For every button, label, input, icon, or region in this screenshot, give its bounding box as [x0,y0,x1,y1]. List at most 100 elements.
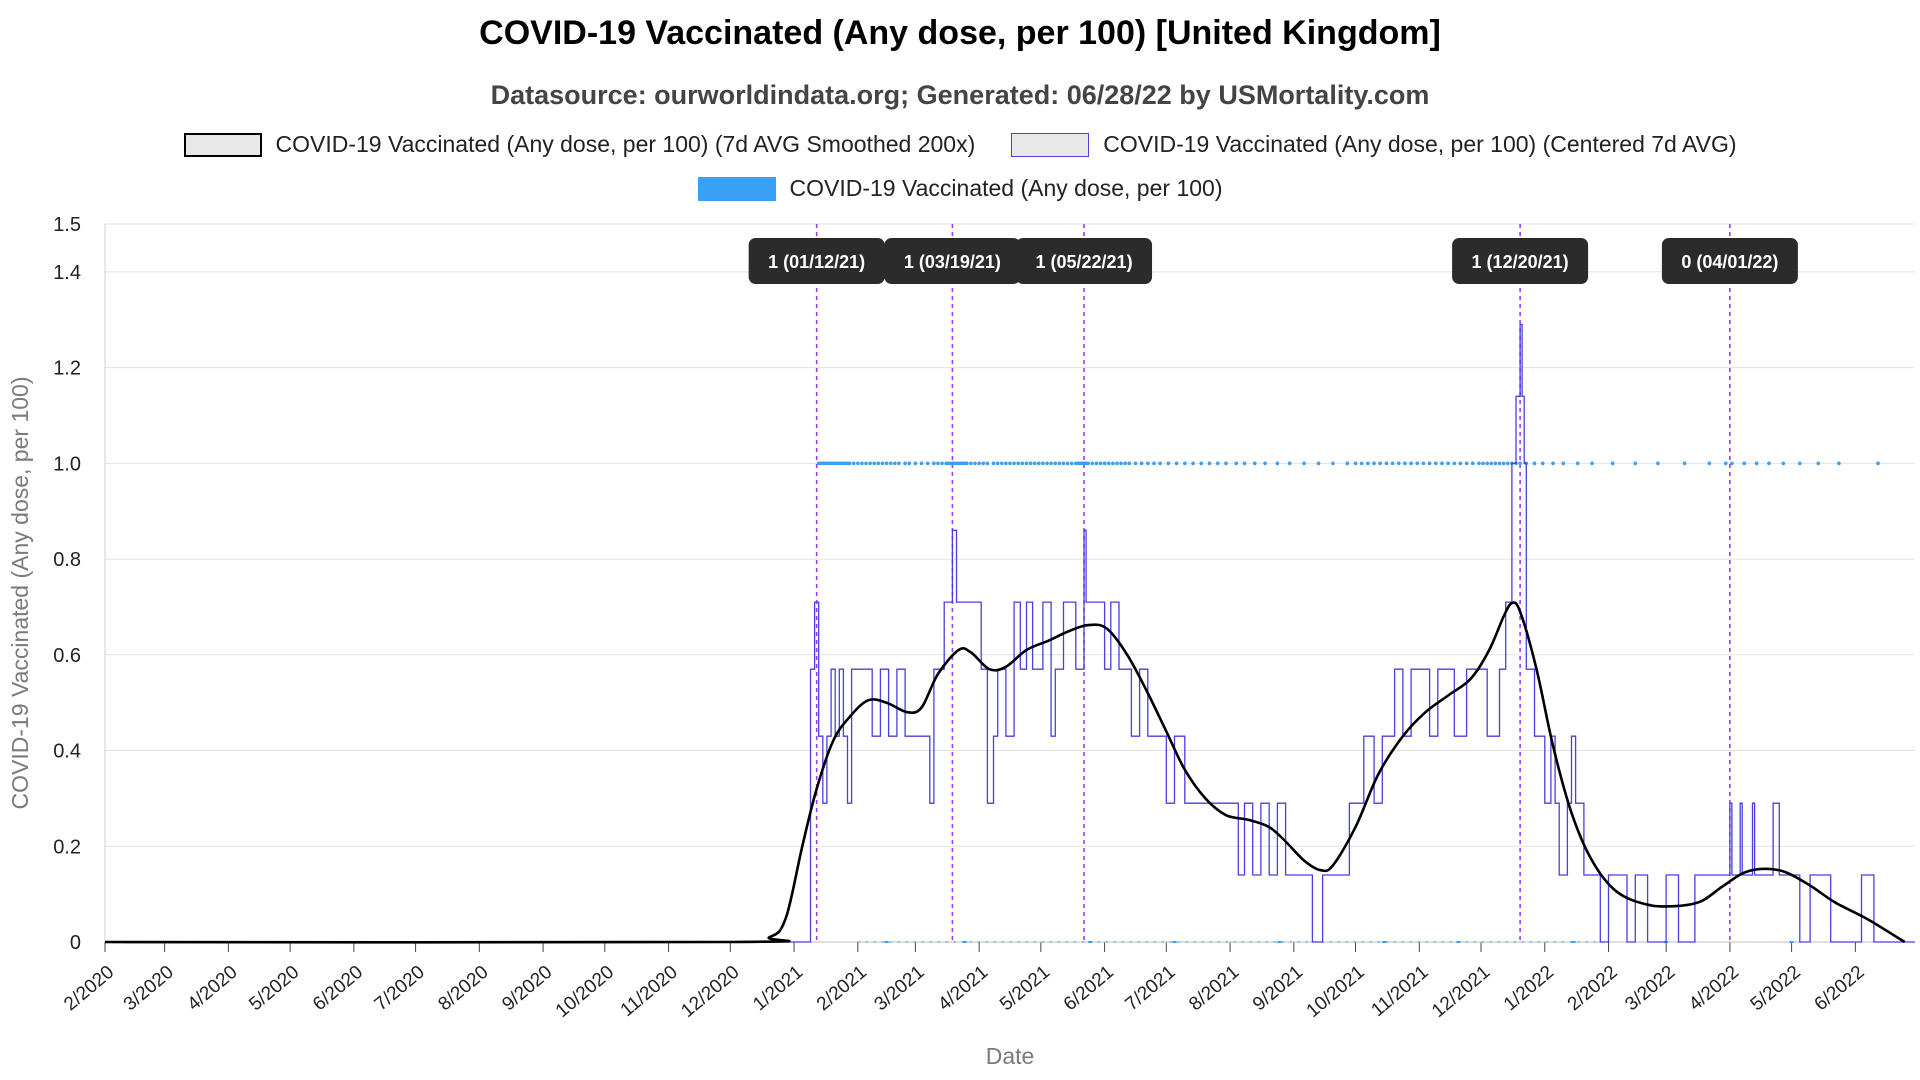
raw-data-point [991,461,996,466]
raw-data-point [1781,461,1786,466]
raw-data-point [932,461,936,466]
raw-data-point [973,461,977,466]
raw-data-point [851,461,856,466]
annotation-box [884,238,1021,284]
raw-data-point [1353,461,1358,466]
raw-data-point [1837,461,1841,466]
chart-subtitle: Datasource: ourworldindata.org; Generate… [490,80,1430,110]
x-tick-label: 9/2020 [498,962,556,1015]
annotation-box [1661,238,1798,284]
raw-data-point [1730,461,1734,466]
x-tick-label: 12/2021 [1428,962,1494,1022]
x-tick-label: 7/2020 [371,962,429,1015]
x-tick-label: 2/2022 [1564,962,1622,1015]
raw-data-point [1610,461,1615,466]
raw-data-point [1816,461,1821,466]
legend-item-raw[interactable]: COVID-19 Vaccinated (Any dose, per 100) [697,175,1222,202]
x-tick-label: 5/2022 [1747,962,1805,1015]
legend-item-smoothed[interactable]: COVID-19 Vaccinated (Any dose, per 100) … [183,131,975,158]
raw-data-point [1440,461,1444,466]
raw-data-point [999,461,1004,466]
raw-data-point [1481,461,1485,466]
annotation-box [1452,238,1589,284]
x-tick-label: 4/2020 [184,962,242,1015]
raw-data-point [1372,461,1376,466]
x-tick-label: 5/2021 [996,962,1054,1015]
raw-data-point [1111,461,1115,466]
raw-data-point [1754,461,1759,466]
raw-data-point [1199,461,1204,466]
raw-data-point [1876,461,1880,466]
raw-data-point [1090,461,1095,466]
raw-data-point [1146,461,1150,466]
x-tick-label: 10/2021 [1303,962,1369,1022]
raw-data-point [1139,461,1144,466]
raw-data-point [1489,461,1494,466]
raw-data-point [1123,461,1127,466]
raw-data-point [1633,461,1638,466]
raw-data-point [1384,461,1389,466]
raw-data-point [1069,461,1074,466]
raw-data-point [1551,461,1555,466]
x-tick-label: 12/2020 [677,962,743,1022]
legend-swatch-centered [1011,132,1090,157]
raw-data-point [1252,461,1257,466]
x-tick-label: 6/2022 [1811,962,1869,1015]
raw-data-point [1501,461,1506,466]
raw-data-point [936,461,940,466]
raw-data-point [1028,461,1033,466]
raw-data-point [1532,461,1537,466]
raw-data-point [1396,461,1401,466]
y-tick-label: 1.2 [53,358,81,380]
raw-data-point [940,461,944,466]
raw-data-point [903,461,907,466]
raw-data-point [1012,461,1016,466]
legend-row-1: COVID-19 Vaccinated (Any dose, per 100) … [0,131,1920,158]
raw-data-point [1505,461,1510,466]
x-tick-label: 5/2020 [245,962,303,1015]
x-tick-label: 2/2021 [813,962,871,1015]
y-tick-label: 0.6 [53,645,81,667]
raw-data-point [1152,461,1156,466]
legend-label-centered: COVID-19 Vaccinated (Any dose, per 100) … [1103,131,1737,157]
raw-data-point [919,461,924,466]
x-tick-label: 6/2021 [1060,962,1118,1015]
raw-data-point [1016,461,1021,466]
legend-item-centered[interactable]: COVID-19 Vaccinated (Any dose, per 100) … [1011,131,1737,158]
raw-data-point [1409,461,1413,466]
raw-data-point [1464,461,1469,466]
x-tick-label: 10/2020 [552,962,618,1022]
x-tick-label: 1/2021 [749,962,807,1015]
x-tick-label: 7/2021 [1122,962,1180,1015]
annotation-label: 1 (05/22/21) [1036,252,1133,272]
y-axis-title: COVID-19 Vaccinated (Any dose, per 100) [7,377,33,810]
raw-data-point [1421,461,1426,466]
x-tick-label: 3/2022 [1621,962,1679,1015]
annotation-box [1016,238,1153,284]
raw-data-point [981,461,986,466]
annotation-label: 0 (04/01/22) [1681,252,1778,272]
raw-data-point [1742,461,1747,466]
raw-data-point [1086,461,1090,466]
raw-data-point [893,461,897,466]
raw-data-point [1452,461,1457,466]
raw-data-point [1061,461,1066,466]
y-tick-label: 0.4 [53,741,81,763]
x-tick-label: 3/2020 [120,962,178,1015]
raw-data-point [1065,461,1070,466]
raw-data-point [1215,461,1220,466]
legend-swatch-smoothed [183,132,262,157]
y-tick-label: 1.0 [53,453,81,475]
raw-data-point [868,461,872,466]
raw-data-point [855,461,860,466]
raw-data-point [1316,461,1321,466]
raw-data-point [1032,461,1037,466]
x-tick-label: 11/2021 [1367,962,1432,1021]
raw-data-point [1053,461,1058,466]
raw-data-point [1798,461,1802,466]
raw-data-point [1127,461,1132,466]
annotation-label: 1 (03/19/21) [904,252,1001,272]
annotation-label: 1 (12/20/21) [1472,252,1569,272]
raw-data-point [1024,461,1029,466]
raw-data-point [1682,461,1687,466]
